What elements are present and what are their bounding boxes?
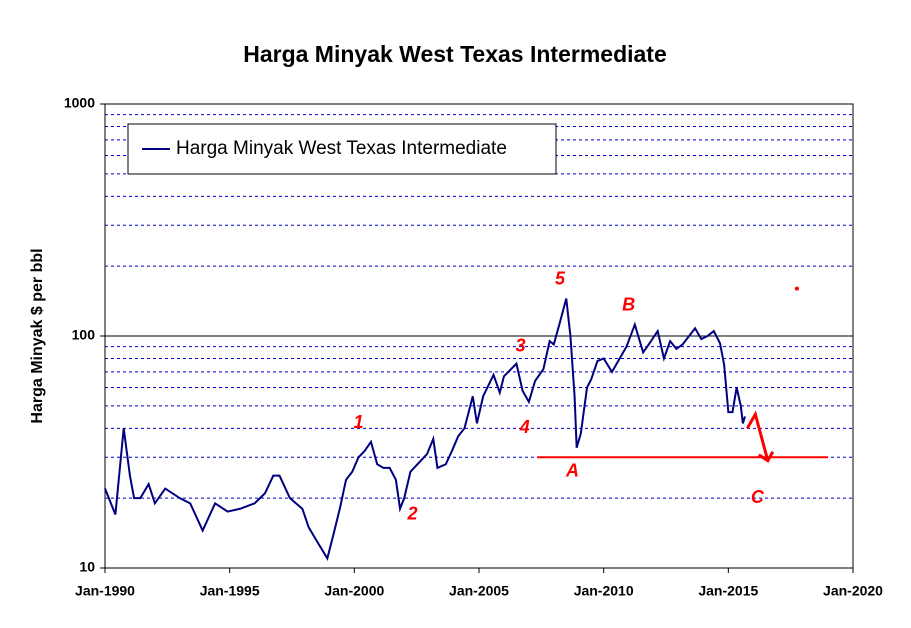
x-tick-label: Jan-2010 [574, 583, 634, 599]
annotation: 2 [407, 503, 418, 523]
y-axis-label: Harga Minyak $ per bbl [29, 248, 46, 423]
annotation: B [622, 295, 635, 315]
marker-dot [794, 286, 799, 291]
chart-title: Harga Minyak West Texas Intermediate [243, 41, 667, 67]
x-tick-label: Jan-1990 [75, 583, 135, 599]
y-tick-label: 1000 [64, 95, 95, 111]
annotation: 5 [555, 268, 566, 288]
annotation: 3 [516, 335, 526, 355]
x-tick-label: Jan-1995 [200, 583, 260, 599]
x-tick-label: Jan-2020 [823, 583, 883, 599]
y-tick-label: 10 [79, 559, 95, 575]
annotation: 4 [519, 417, 530, 437]
arrow [746, 410, 775, 463]
legend-box [127, 123, 557, 175]
annotation: 1 [353, 412, 363, 432]
x-tick-label: Jan-2015 [698, 583, 758, 599]
x-tick-label: Jan-2005 [449, 583, 509, 599]
legend-label: Harga Minyak West Texas Intermediate [176, 138, 507, 159]
annotation: A [565, 460, 579, 480]
annotation: C [751, 487, 765, 507]
x-tick-label: Jan-2000 [324, 583, 384, 599]
y-tick-label: 100 [72, 327, 96, 343]
data-line [104, 298, 746, 561]
